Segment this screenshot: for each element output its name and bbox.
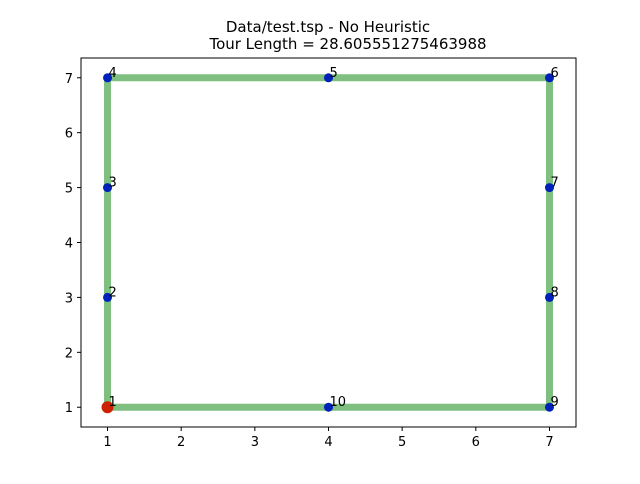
chart-title: Data/test.tsp - No Heuristic: [226, 18, 430, 36]
node-point-2: [103, 292, 113, 302]
node-point-3: [103, 183, 113, 193]
node-point-6: [544, 73, 554, 83]
axes: [80, 57, 577, 428]
y-tick-label-4: 4: [65, 237, 73, 252]
node-label-5: 5: [330, 66, 338, 81]
node-point-10: [324, 402, 333, 412]
node-point-9: [544, 402, 554, 412]
tour-lines: [104, 74, 553, 411]
x-tick-label-6: 6: [472, 435, 480, 450]
x-tick-label-7: 7: [545, 435, 553, 450]
node-point-8: [544, 292, 554, 302]
node-point-4: [103, 73, 113, 83]
y-tick-label-5: 5: [65, 182, 73, 197]
y-tick-label-3: 3: [65, 291, 73, 306]
node-labels: 1 2 3 4 5 6 7 8 9 10: [109, 66, 559, 410]
y-tick-label-1: 1: [65, 401, 73, 416]
node-label-1: 1: [109, 395, 117, 410]
start-node-point: [101, 401, 114, 414]
node-label-7: 7: [550, 176, 558, 191]
y-axis-ticks: 1 2 3 4 5 6 7: [65, 72, 81, 416]
plot-area-frame: [80, 57, 577, 428]
x-axis-ticks: 1 2 3 4 5 6 7: [103, 427, 554, 450]
x-tick-label-4: 4: [324, 435, 332, 450]
node-label-4: 4: [109, 66, 117, 81]
node-label-2: 2: [109, 285, 117, 300]
node-label-3: 3: [109, 176, 117, 191]
node-label-8: 8: [550, 285, 558, 300]
node-point-7: [544, 183, 554, 193]
x-tick-label-3: 3: [251, 435, 259, 450]
y-tick-label-2: 2: [65, 346, 73, 361]
node-label-9: 9: [550, 395, 558, 410]
x-tick-label-1: 1: [103, 435, 111, 450]
node-label-6: 6: [550, 66, 558, 81]
tour-nodes: [101, 73, 554, 414]
x-tick-label-2: 2: [177, 435, 185, 450]
node-label-10: 10: [330, 395, 347, 410]
x-tick-label-5: 5: [398, 435, 406, 450]
y-tick-label-7: 7: [65, 72, 73, 87]
node-point-5: [324, 73, 333, 83]
chart-subtitle: Tour Length = 28.605551275463988: [208, 35, 486, 53]
chart-title-group: Data/test.tsp - No Heuristic Tour Length…: [208, 18, 486, 53]
y-tick-label-6: 6: [65, 127, 73, 142]
